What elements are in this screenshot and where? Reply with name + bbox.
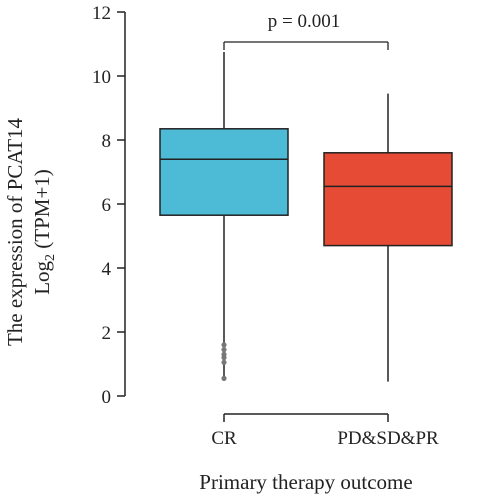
y-axis-title-log: Log	[30, 260, 54, 294]
y-axis-title-line1: The expression of PCAT14	[3, 117, 27, 346]
y-axis-title-unit: (TPM+1)	[30, 169, 54, 254]
y-tick-label: 4	[102, 259, 112, 280]
x-tick-label: PD&SD&PR	[337, 428, 439, 449]
p-value-annotation: p = 0.001	[268, 11, 340, 32]
x-tick-label: CR	[211, 428, 237, 449]
outlier-point	[221, 359, 227, 365]
y-tick-label: 8	[102, 131, 112, 152]
box-pd-sd-pr	[323, 93, 453, 382]
outlier-point	[221, 355, 227, 361]
outlier-point	[221, 347, 227, 353]
outlier-point	[221, 342, 227, 348]
y-tick-label: 2	[102, 323, 112, 344]
y-axis-title-sub: 2	[43, 254, 58, 261]
box-cr	[159, 52, 289, 381]
x-axis-title: Primary therapy outcome	[199, 470, 412, 494]
marks	[159, 41, 453, 382]
y-axis-title-line2: Log2 (TPM+1)	[30, 169, 58, 295]
y-tick-label: 0	[102, 387, 112, 408]
y-tick-label: 10	[92, 67, 111, 88]
y-tick-label: 6	[102, 195, 112, 216]
box-body	[323, 152, 453, 247]
y-tick-label: 12	[92, 3, 111, 24]
axes: 0 2 4 6 8 10 12 CR PD&SD&PR	[92, 3, 439, 449]
outlier-point	[221, 375, 227, 381]
box-body	[159, 128, 289, 216]
